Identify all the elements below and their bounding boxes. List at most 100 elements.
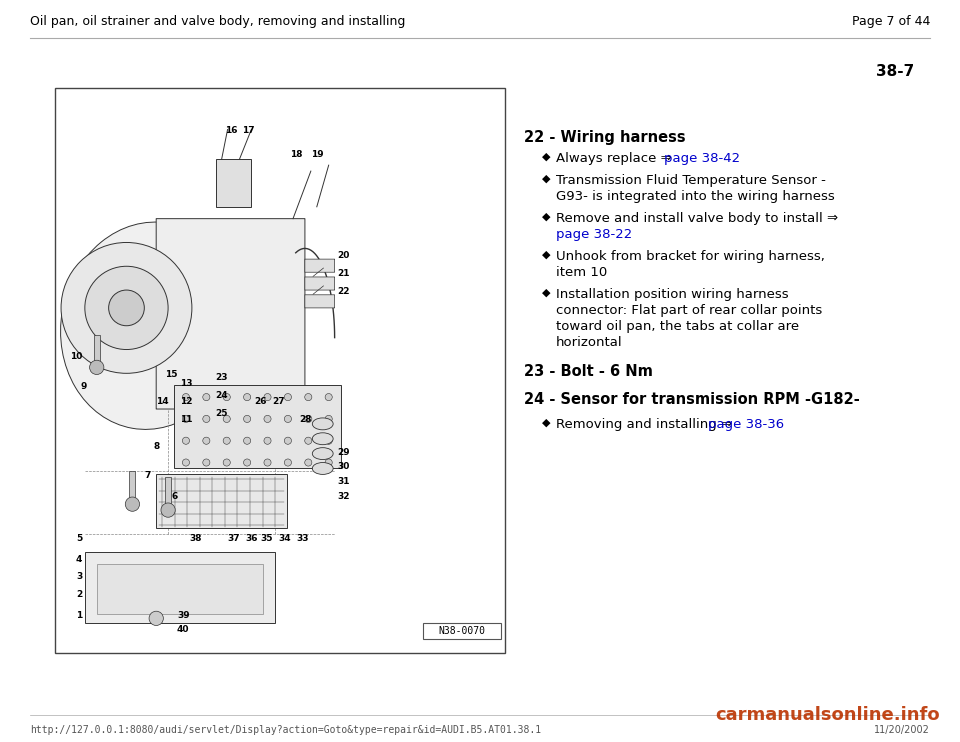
Text: 22 - Wiring harness: 22 - Wiring harness: [524, 130, 685, 145]
Circle shape: [182, 416, 189, 422]
Circle shape: [264, 437, 271, 444]
Circle shape: [223, 437, 230, 444]
FancyBboxPatch shape: [305, 259, 335, 272]
Circle shape: [89, 360, 104, 375]
Text: 33: 33: [296, 533, 308, 543]
Circle shape: [223, 459, 230, 466]
Text: 20: 20: [338, 252, 350, 260]
Text: 39: 39: [177, 611, 190, 620]
Text: page 38-42: page 38-42: [664, 152, 740, 165]
Circle shape: [325, 459, 332, 466]
Text: Removing and installing ⇒: Removing and installing ⇒: [556, 418, 736, 431]
Circle shape: [284, 393, 292, 401]
Circle shape: [325, 437, 332, 444]
Circle shape: [61, 243, 192, 373]
Circle shape: [284, 416, 292, 422]
Circle shape: [264, 393, 271, 401]
Ellipse shape: [312, 462, 333, 474]
Circle shape: [304, 393, 312, 401]
Text: page 38-36: page 38-36: [708, 418, 784, 431]
Circle shape: [203, 459, 210, 466]
Bar: [130, 471, 135, 504]
Text: horizontal: horizontal: [556, 336, 623, 349]
Text: ◆: ◆: [542, 152, 550, 162]
Text: G93- is integrated into the wiring harness: G93- is integrated into the wiring harne…: [556, 190, 835, 203]
Text: 38: 38: [189, 533, 202, 543]
Text: Remove and install valve body to install ⇒: Remove and install valve body to install…: [556, 212, 838, 225]
Text: 23: 23: [216, 373, 228, 382]
Text: 7: 7: [144, 471, 151, 480]
Text: ◆: ◆: [542, 250, 550, 260]
Text: Installation position wiring harness: Installation position wiring harness: [556, 288, 788, 301]
Circle shape: [126, 497, 139, 511]
Text: N38-0070: N38-0070: [439, 626, 486, 636]
Circle shape: [182, 393, 189, 401]
Circle shape: [325, 393, 332, 401]
Text: 2: 2: [76, 591, 83, 600]
Circle shape: [244, 437, 251, 444]
Text: 25: 25: [216, 409, 228, 418]
Bar: [94, 335, 100, 367]
Text: 31: 31: [338, 477, 350, 486]
Text: ◆: ◆: [542, 174, 550, 184]
Text: 12: 12: [180, 397, 193, 406]
Text: ◆: ◆: [542, 212, 550, 222]
Circle shape: [84, 266, 168, 349]
Text: 28: 28: [299, 415, 311, 424]
Text: Oil pan, oil strainer and valve body, removing and installing: Oil pan, oil strainer and valve body, re…: [30, 16, 405, 28]
Bar: [156, 474, 287, 528]
Text: 6: 6: [171, 492, 178, 501]
Text: 4: 4: [76, 554, 83, 564]
Circle shape: [244, 393, 251, 401]
Circle shape: [304, 416, 312, 422]
Text: 11: 11: [180, 415, 193, 424]
Circle shape: [244, 459, 251, 466]
Text: 24: 24: [216, 391, 228, 400]
Text: Always replace ⇒: Always replace ⇒: [556, 152, 676, 165]
Text: 13: 13: [180, 379, 193, 388]
Circle shape: [108, 290, 144, 326]
Text: 16: 16: [225, 126, 237, 136]
Polygon shape: [84, 552, 276, 623]
Text: 35: 35: [260, 533, 273, 543]
Circle shape: [284, 459, 292, 466]
Text: connector: Flat part of rear collar points: connector: Flat part of rear collar poin…: [556, 304, 823, 317]
Text: Transmission Fluid Temperature Sensor -: Transmission Fluid Temperature Sensor -: [556, 174, 826, 187]
Circle shape: [244, 416, 251, 422]
Circle shape: [203, 393, 210, 401]
Text: 18: 18: [290, 150, 302, 160]
Text: 34: 34: [278, 533, 291, 543]
Text: 37: 37: [228, 533, 240, 543]
FancyBboxPatch shape: [305, 295, 335, 308]
Circle shape: [264, 459, 271, 466]
Ellipse shape: [312, 447, 333, 459]
FancyBboxPatch shape: [156, 219, 305, 409]
Bar: [423, 623, 501, 639]
Text: 1: 1: [76, 611, 83, 620]
Text: 5: 5: [76, 533, 83, 543]
Text: page 38-22: page 38-22: [556, 228, 633, 241]
Circle shape: [182, 437, 189, 444]
Text: 26: 26: [254, 397, 267, 406]
Circle shape: [264, 416, 271, 422]
Text: 38-7: 38-7: [876, 65, 914, 79]
Circle shape: [203, 416, 210, 422]
Bar: [165, 477, 171, 510]
Ellipse shape: [312, 418, 333, 430]
Circle shape: [325, 416, 332, 422]
Text: Unhook from bracket for wiring harness,: Unhook from bracket for wiring harness,: [556, 250, 825, 263]
FancyBboxPatch shape: [305, 277, 335, 290]
Text: 11/20/2002: 11/20/2002: [875, 725, 930, 735]
Text: 17: 17: [243, 126, 255, 136]
Text: ◆: ◆: [542, 288, 550, 298]
Text: 3: 3: [76, 573, 83, 582]
Bar: [97, 564, 263, 614]
Text: item 10: item 10: [556, 266, 608, 279]
Text: 32: 32: [338, 492, 350, 501]
Text: 36: 36: [246, 533, 258, 543]
Text: 22: 22: [338, 287, 350, 296]
Text: 14: 14: [156, 397, 169, 406]
Circle shape: [182, 459, 189, 466]
Circle shape: [149, 611, 163, 626]
Bar: [216, 160, 252, 207]
